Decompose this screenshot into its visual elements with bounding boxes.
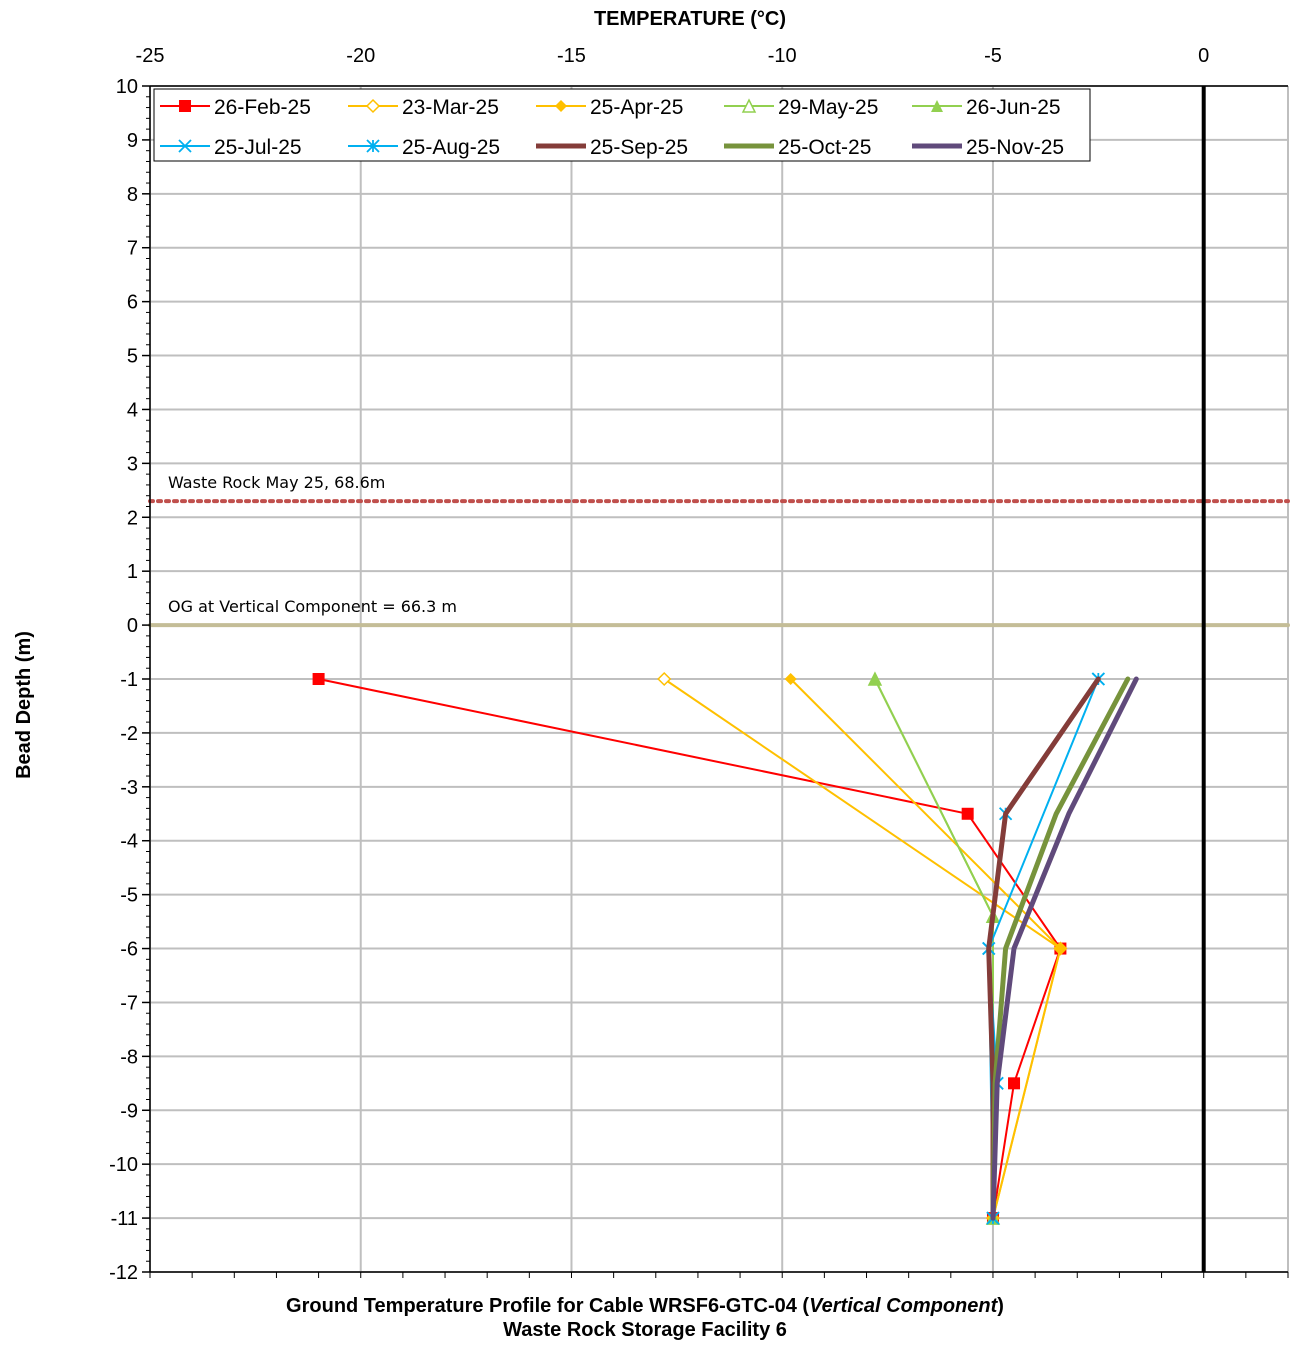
legend-item: 23-Mar-25 (348, 96, 499, 119)
x-tick-label: -10 (768, 45, 797, 67)
legend-label: 25-Aug-25 (402, 136, 500, 159)
legend-box (153, 88, 1091, 162)
y-tick-label: 5 (127, 346, 138, 368)
data-point (179, 100, 191, 112)
y-tick-label: -1 (120, 669, 138, 691)
y-tick-label: 6 (127, 292, 138, 314)
data-point (784, 673, 797, 685)
legend-item: 29-May-25 (724, 96, 878, 119)
legend-label: 25-Nov-25 (966, 136, 1064, 159)
y-tick-label: -9 (120, 1100, 138, 1122)
data-point (961, 807, 974, 820)
x-tick-label: -5 (984, 45, 1002, 67)
legend-item: 25-Aug-25 (348, 136, 500, 159)
reference-lines: Waste Rock May 25, 68.6m OG at Vertical C… (148, 86, 1290, 1272)
legend: 26-Feb-25 23-Mar-25 25-Apr-25 29-May-25 26-J… (153, 88, 1091, 162)
x-axis-title: TEMPERATURE (°C) (594, 8, 786, 30)
legend-item: 25-Nov-25 (912, 136, 1064, 159)
legend-label: 25-Sep-25 (590, 136, 688, 159)
x-tick-label: 0 (1198, 45, 1209, 67)
y-tick-label: 7 (127, 238, 138, 260)
y-tick-label: -10 (109, 1154, 138, 1176)
y-tick-label: -7 (120, 992, 138, 1014)
series-lines (312, 671, 1139, 1226)
y-tick-label: 10 (116, 76, 138, 98)
x-tick-label: -15 (557, 45, 586, 67)
y-tick-label: -12 (109, 1262, 138, 1284)
legend-label: 25-Jul-25 (214, 136, 302, 159)
legend-item: 26-Feb-25 (160, 96, 311, 119)
reference-line-label: OG at Vertical Component = 66.3 m (168, 597, 457, 616)
legend-label: 26-Feb-25 (214, 96, 311, 119)
data-point (741, 98, 757, 113)
reference-line-label: Waste Rock May 25, 68.6m (168, 473, 385, 492)
axes: -25 -20 -15 -10 -5 0109876543210-1-2-3-4-5-6-… (109, 45, 1289, 1284)
caption-italic: Vertical Component (809, 1295, 998, 1317)
data-point (178, 139, 192, 153)
y-tick-label: -6 (120, 939, 138, 961)
y-tick-label: 2 (127, 507, 138, 529)
y-tick-label: -3 (120, 777, 138, 799)
legend-item: 25-Jul-25 (160, 136, 302, 159)
data-point (1008, 1077, 1021, 1090)
y-tick-label: 8 (127, 184, 138, 206)
data-point (555, 100, 567, 112)
data-point (657, 671, 672, 687)
chart-caption-line-2: Waste Rock Storage Facility 6 (503, 1319, 787, 1341)
data-point (366, 139, 380, 153)
caption-title: Ground Temperature Profile for Cable WRS… (286, 1295, 810, 1317)
y-tick-label: -4 (120, 831, 138, 853)
legend-label: 26-Jun-25 (966, 96, 1061, 119)
y-tick-label: -8 (120, 1046, 138, 1068)
y-tick-label: 3 (127, 453, 138, 475)
legend-item: 25-Sep-25 (536, 136, 688, 159)
data-point (868, 673, 881, 685)
y-tick-label: 4 (127, 399, 138, 421)
legend-label: 25-Apr-25 (590, 96, 683, 119)
y-tick-label: -11 (111, 1208, 138, 1230)
y-tick-label: -5 (120, 885, 138, 907)
series-25-Nov-25 (990, 676, 1139, 1221)
x-tick-label: -25 (136, 45, 165, 67)
legend-label: 29-May-25 (778, 96, 878, 119)
y-tick-label: 0 (127, 615, 138, 637)
y-tick-label: 1 (127, 561, 138, 583)
y-tick-label: -2 (120, 723, 138, 745)
data-point (365, 98, 381, 114)
legend-item: 26-Jun-25 (912, 96, 1061, 119)
legend-item: 25-Oct-25 (724, 136, 871, 159)
data-point (1054, 942, 1067, 955)
y-axis-title: Bead Depth (m) (13, 631, 35, 779)
chart-caption-line-1: Ground Temperature Profile for Cable WRS… (0, 1294, 1290, 1318)
legend-label: 23-Mar-25 (402, 96, 499, 119)
caption-close: ) (997, 1295, 1004, 1317)
y-tick-label: 9 (127, 130, 138, 152)
legend-label: 25-Oct-25 (778, 136, 871, 159)
series-line (990, 676, 1139, 1221)
x-tick-label: -20 (346, 45, 375, 67)
legend-item: 25-Apr-25 (536, 96, 683, 119)
data-point (312, 673, 325, 685)
data-point (931, 100, 943, 112)
